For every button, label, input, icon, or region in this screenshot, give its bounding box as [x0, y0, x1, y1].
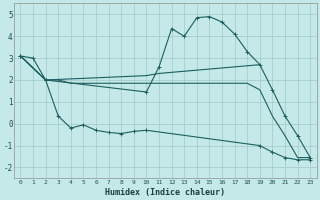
- X-axis label: Humidex (Indice chaleur): Humidex (Indice chaleur): [105, 188, 225, 197]
